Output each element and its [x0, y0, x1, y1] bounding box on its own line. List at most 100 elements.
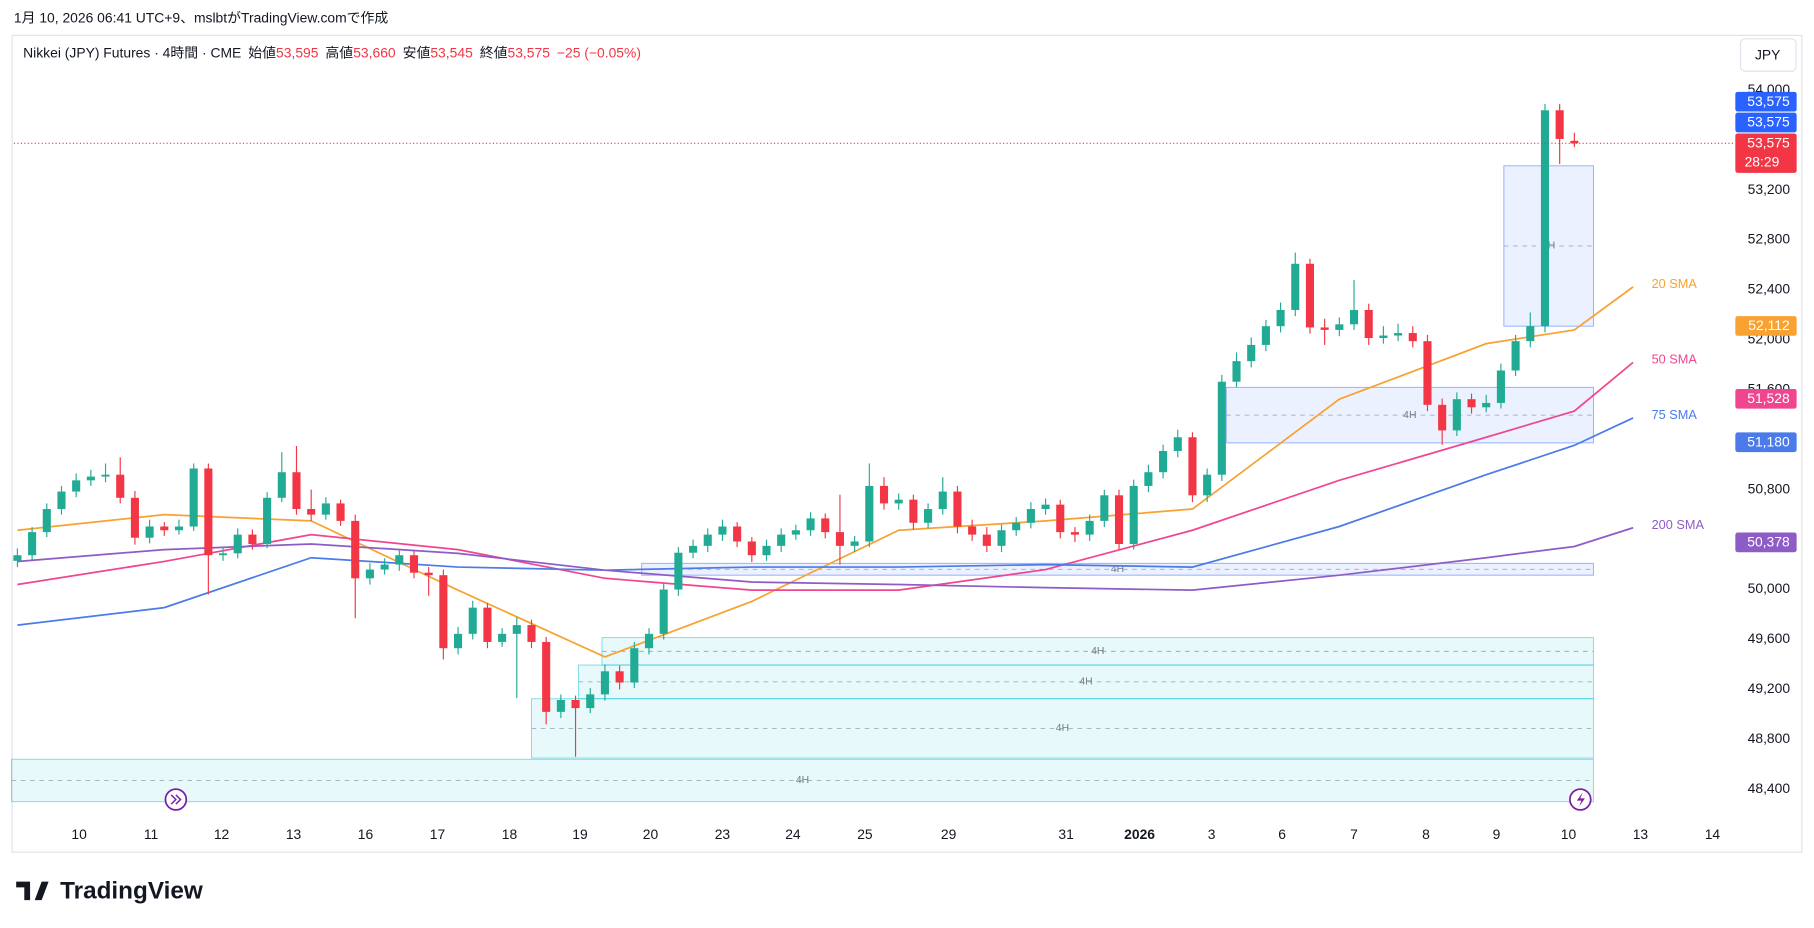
zone-label: 4H: [796, 775, 809, 786]
candle-body: [1144, 472, 1153, 486]
candle-body: [1335, 324, 1344, 330]
candle-body: [1320, 327, 1329, 330]
x-tick-label: 25: [857, 826, 873, 842]
logo: TradingView: [16, 877, 203, 904]
y-tick-label: 48,800: [1748, 730, 1791, 746]
x-tick-label: 24: [785, 826, 801, 842]
x-tick-label: 16: [358, 826, 374, 842]
price-tag-label: 53,575: [1747, 135, 1790, 151]
candle-body: [1276, 309, 1285, 327]
candle-body: [1261, 326, 1270, 345]
x-tick-label: 31: [1058, 826, 1074, 842]
x-tick-label: 18: [502, 826, 518, 842]
ohlc-label: 始値: [248, 44, 276, 60]
candle-body: [586, 694, 595, 709]
candle-body: [483, 607, 492, 642]
candle-body: [1511, 341, 1520, 371]
candle-body: [454, 633, 463, 649]
sma-tag: [1735, 316, 1797, 336]
candle-body: [762, 545, 771, 556]
candle-body: [1100, 495, 1109, 521]
candle-body: [1555, 110, 1564, 139]
zone-label: 4H: [1091, 646, 1104, 657]
x-tick-label: 7: [1350, 826, 1358, 842]
candle-body: [1114, 495, 1124, 544]
sma-tag: [1735, 432, 1797, 453]
candle-body: [424, 572, 433, 576]
sma-tag-label: 51,528: [1747, 390, 1790, 406]
sma-line: [17, 526, 1634, 592]
zone-label: 4H: [1403, 410, 1416, 421]
x-tick-label: 2026: [1124, 826, 1155, 842]
ohlc-value: 53,595: [276, 44, 319, 60]
candle-body: [1188, 437, 1197, 496]
x-tick-label: 14: [1705, 826, 1721, 842]
x-tick-label: 3: [1208, 826, 1216, 842]
sma-line: [17, 417, 1634, 626]
candle-body: [806, 518, 815, 531]
candle-body: [1467, 399, 1476, 408]
y-tick-label: 53,200: [1748, 181, 1791, 197]
candle-body: [248, 534, 257, 544]
candle-body: [1364, 309, 1373, 339]
candle-body: [57, 491, 66, 510]
candle-body: [498, 633, 507, 642]
candle-body: [630, 648, 639, 683]
ohlc-label: 終値: [480, 44, 508, 60]
event-glyph: [170, 794, 182, 805]
candle-body: [747, 541, 756, 556]
candle-body: [204, 468, 213, 556]
candle-body: [1526, 326, 1535, 342]
candle-body: [218, 553, 228, 556]
candle-body: [997, 530, 1006, 546]
candle-body: [777, 534, 786, 546]
candle-body: [1291, 263, 1300, 310]
candle-body: [1570, 140, 1579, 144]
x-tick-label: 17: [430, 826, 446, 842]
currency-button[interactable]: [1739, 38, 1797, 72]
x-tick-label: 12: [214, 826, 230, 842]
candle-body: [130, 497, 139, 538]
caption: 1月 10, 2026 06:41 UTC+9、mslbtがTradingVie…: [14, 9, 389, 25]
sma-tag-label: 50,378: [1747, 534, 1790, 550]
candle-body: [189, 468, 198, 527]
x-tick-label: 6: [1278, 826, 1286, 842]
x-tick-label: 13: [1633, 826, 1649, 842]
symbol-title: Nikkei (JPY) Futures · 4時間 · CME: [23, 44, 241, 60]
x-tick-label: 11: [144, 826, 159, 842]
candle-body: [1203, 474, 1212, 496]
candle-body: [982, 534, 991, 546]
candle-body: [1438, 404, 1447, 431]
sma-tag-label: 51,180: [1747, 434, 1790, 450]
y-tick-label: 50,000: [1748, 580, 1791, 596]
candle-body: [1159, 450, 1168, 473]
candle-body: [380, 564, 389, 570]
candle-body: [924, 509, 933, 523]
price-tag-label: 53,575: [1747, 114, 1790, 130]
x-tick-label: 13: [286, 826, 302, 842]
candle-body: [968, 526, 977, 535]
candle-body: [1232, 361, 1241, 382]
candle-body: [1041, 504, 1050, 510]
candle-body: [615, 671, 624, 683]
candle-body: [101, 474, 110, 477]
zone-label: 4H: [1079, 677, 1092, 688]
price-tag: [1735, 91, 1797, 112]
ohlc-value: 53,545: [430, 44, 473, 60]
candle-body: [116, 474, 125, 498]
change: −25 (−0.05%): [557, 44, 641, 60]
x-tick-label: 9: [1493, 826, 1501, 842]
candle-body: [307, 509, 316, 515]
currency[interactable]: JPY: [1755, 46, 1780, 62]
candle-body: [1408, 333, 1417, 342]
candle-body: [1540, 110, 1550, 327]
candle-body: [718, 526, 727, 535]
candle-body: [733, 526, 742, 542]
candle-body: [644, 633, 654, 649]
candle-body: [1217, 381, 1226, 475]
candle-body: [321, 503, 330, 515]
